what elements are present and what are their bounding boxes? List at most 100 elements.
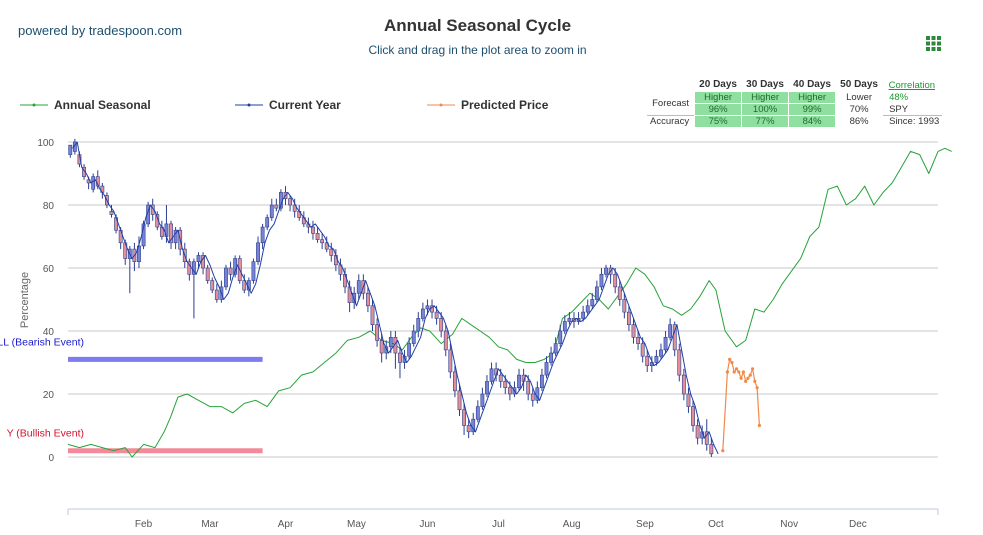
legend-line-predicted-icon [427,103,455,107]
candle-body [622,299,627,313]
candle-body [434,311,439,319]
candle-body [498,374,503,382]
series-point [721,449,725,453]
candle-body [585,305,590,313]
candle-body [558,330,563,344]
candle-body [681,374,686,395]
candle-body [544,362,549,376]
candle-body [210,280,215,291]
x-axis: Feb Mar Apr May Jun Jul Aug Sep Oct Nov Dec [67,508,939,530]
candle-body [398,352,402,363]
candle-body [686,393,691,407]
candle-body [617,286,622,300]
chart-legend: Annual Seasonal Current Year Predicted P… [20,98,580,114]
candle-body [201,255,205,269]
candle-body [265,217,270,228]
legend-line-current-icon [235,103,263,107]
candle-body [631,324,636,338]
candle-body [485,381,489,395]
y-axis-ticks: 0 20 40 60 80 100 [37,138,54,464]
candle-body [567,318,572,322]
candle-body [68,144,73,155]
series-point [734,367,739,371]
x-tick-label: Sep [636,519,654,530]
y-tick-label: 0 [48,453,54,464]
legend-item-current-year[interactable]: Current Year [235,98,341,112]
candle-body [640,343,645,357]
candle-body [91,176,96,190]
candle-body [590,299,595,307]
candle-body [320,239,325,244]
legend-item-predicted-price[interactable]: Predicted Price [427,98,548,112]
grid-lines [68,141,938,458]
annual-seasonal-line [67,147,952,458]
y-tick-label: 20 [43,390,55,401]
candle-body [315,233,320,240]
candle-body [420,308,425,319]
horizon-header: 50 Days [840,79,878,90]
candle-body [205,267,210,281]
current-year-line [72,141,719,455]
candle-body [553,343,558,354]
candle-body [333,255,338,266]
candle-body [677,349,682,376]
candle-body [604,267,608,275]
current-year-series [72,141,719,455]
candle-body [627,311,631,326]
legend-label: Current Year [269,98,341,112]
series-point [725,370,729,374]
annual-seasonal-series [67,147,952,458]
x-tick-label: Mar [201,519,219,530]
series-point [746,376,750,380]
series-point [755,386,759,390]
candle-body [214,289,219,300]
predicted-price-series [721,357,762,453]
horizon-header: 40 Days [793,79,831,90]
candle-body [471,418,476,433]
candle-body [562,321,567,332]
candle-body [407,343,412,357]
candle-body [480,393,485,407]
candle-body [489,368,494,382]
series-point [728,357,732,361]
candle-body [581,311,586,319]
candle-body [269,204,274,218]
series-point [744,379,748,383]
legend-label: Annual Seasonal [54,98,151,112]
series-point [753,379,757,383]
y-axis-label: Percentage [19,272,31,328]
accuracy-value: 84% [788,115,837,128]
x-tick-label: Dec [849,519,867,530]
chart-title: Annual Seasonal Cycle [383,16,572,35]
x-tick-label: Apr [278,519,294,530]
candle-body [356,280,361,294]
candle-body [709,444,714,455]
candle-body [594,286,599,300]
series-point [748,373,752,377]
grid-menu-icon[interactable] [926,36,941,51]
y-tick-label: 80 [43,201,55,212]
legend-line-annual-icon [20,103,48,107]
candle-body [439,318,444,332]
candle-body [288,198,292,206]
candle-body [256,242,260,263]
candle-body [169,223,173,244]
candle-body [466,425,471,433]
candle-body [366,292,370,307]
y-tick-label: 60 [43,264,55,275]
x-tick-label: Feb [135,519,153,530]
candle-body [517,374,521,389]
forecast-direction: Lower [835,91,884,104]
correlation-link[interactable]: Correlation [888,79,936,91]
brand-link[interactable]: powered by tradespoon.com [18,23,183,38]
predicted-price-line [722,358,760,451]
x-tick-label: Nov [780,519,798,530]
since-label: Since: 1993 [882,115,943,128]
candle-body [384,346,389,354]
candle-body [196,255,201,262]
candle-body [274,204,279,209]
candle-body [654,355,659,363]
candle-body [228,267,233,275]
legend-item-annual-seasonal[interactable]: Annual Seasonal [20,98,151,112]
